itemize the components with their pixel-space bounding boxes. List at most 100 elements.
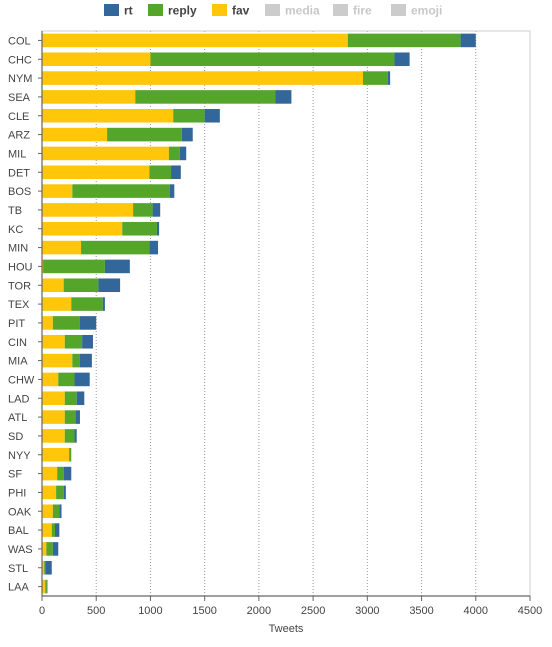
- bar-SD-fav[interactable]: [42, 429, 65, 443]
- bar-NYY-fav[interactable]: [42, 447, 70, 462]
- bar-OAK-reply[interactable]: [52, 504, 60, 519]
- bar-MIN-reply[interactable]: [81, 240, 150, 255]
- bar-MIL-reply[interactable]: [168, 146, 180, 161]
- bar-CHW-rt[interactable]: [74, 372, 90, 387]
- bar-NYM-rt[interactable]: [387, 71, 391, 85]
- bar-group-HOU: [42, 259, 130, 274]
- bar-CHC-rt[interactable]: [394, 52, 410, 67]
- bar-MIL-rt[interactable]: [179, 146, 187, 161]
- bar-CHC-reply[interactable]: [150, 52, 395, 67]
- bar-SD-rt[interactable]: [74, 429, 77, 443]
- bar-OAK-fav[interactable]: [42, 504, 53, 519]
- bar-CHW-reply[interactable]: [58, 372, 75, 387]
- bar-ATL-rt[interactable]: [75, 410, 80, 424]
- bar-WAS-rt[interactable]: [52, 542, 59, 556]
- bar-DET-rt[interactable]: [171, 165, 181, 180]
- bar-BOS-fav[interactable]: [42, 184, 73, 198]
- bar-CIN-rt[interactable]: [82, 334, 93, 349]
- bar-ARZ-rt[interactable]: [181, 127, 193, 142]
- bar-ARZ-reply[interactable]: [107, 127, 182, 142]
- bar-CIN-fav[interactable]: [42, 334, 65, 349]
- bar-BAL-rt[interactable]: [55, 523, 60, 537]
- legend-item-rt[interactable]: rt: [104, 4, 133, 18]
- bar-LAD-fav[interactable]: [42, 391, 65, 406]
- bar-MIA-reply[interactable]: [72, 353, 80, 368]
- bar-TB-reply[interactable]: [133, 203, 153, 217]
- x-tick-label: 4500: [518, 605, 542, 617]
- bar-TB-rt[interactable]: [152, 203, 161, 217]
- bar-SD-reply[interactable]: [64, 429, 75, 443]
- bar-TEX-fav[interactable]: [42, 297, 72, 311]
- bar-TOR-rt[interactable]: [98, 278, 121, 293]
- bar-PHI-rt[interactable]: [63, 485, 66, 500]
- bar-PHI-reply[interactable]: [56, 485, 64, 500]
- bar-MIA-rt[interactable]: [79, 353, 92, 368]
- bar-ARZ-fav[interactable]: [42, 127, 108, 142]
- bar-COL-fav[interactable]: [42, 33, 348, 48]
- bar-PIT-fav[interactable]: [42, 316, 53, 330]
- bar-SEA-reply[interactable]: [135, 90, 276, 104]
- bar-CLE-fav[interactable]: [42, 108, 174, 123]
- bar-TB-fav[interactable]: [42, 203, 134, 217]
- bar-STL-rt[interactable]: [45, 560, 52, 575]
- bar-SF-fav[interactable]: [42, 466, 58, 481]
- bar-HOU-rt[interactable]: [104, 259, 130, 274]
- bar-MIL-fav[interactable]: [42, 146, 169, 161]
- bar-LAD-reply[interactable]: [64, 391, 77, 406]
- bar-KC-fav[interactable]: [42, 221, 123, 236]
- bar-TOR-fav[interactable]: [42, 278, 64, 293]
- bar-CIN-reply[interactable]: [64, 334, 83, 349]
- legend-item-fire[interactable]: fire: [333, 4, 372, 18]
- bar-SEA-rt[interactable]: [275, 90, 292, 104]
- bar-ATL-fav[interactable]: [42, 410, 65, 424]
- bar-PIT-reply[interactable]: [52, 316, 80, 330]
- bar-BAL-fav[interactable]: [42, 523, 52, 537]
- bar-WAS-reply[interactable]: [46, 542, 53, 556]
- bar-SF-rt[interactable]: [63, 466, 72, 481]
- bar-OAK-rt[interactable]: [59, 504, 62, 519]
- bar-ATL-reply[interactable]: [64, 410, 76, 424]
- category-label-ARZ: ARZ: [8, 130, 30, 142]
- bar-TEX-rt[interactable]: [102, 297, 105, 311]
- bar-NYM-fav[interactable]: [42, 71, 363, 85]
- bar-SEA-fav[interactable]: [42, 90, 136, 104]
- bar-KC-reply[interactable]: [122, 221, 157, 236]
- bar-DET-fav[interactable]: [42, 165, 150, 180]
- legend-item-reply[interactable]: reply: [148, 4, 197, 18]
- bar-NYY-reply[interactable]: [69, 447, 72, 462]
- bar-MIA-fav[interactable]: [42, 353, 73, 368]
- bar-COL-rt[interactable]: [460, 33, 476, 48]
- bar-CHC-fav[interactable]: [42, 52, 151, 67]
- bar-BAL-reply[interactable]: [51, 523, 56, 537]
- legend-item-fav[interactable]: fav: [212, 4, 250, 18]
- bar-HOU-reply[interactable]: [43, 259, 105, 274]
- bar-TEX-reply[interactable]: [71, 297, 103, 311]
- bar-CLE-rt[interactable]: [204, 108, 220, 123]
- bar-LAA-rt[interactable]: [46, 579, 48, 594]
- legend-item-emoji[interactable]: emoji: [391, 4, 442, 18]
- bar-LAA-fav[interactable]: [42, 579, 46, 594]
- bar-CHW-fav[interactable]: [42, 372, 59, 387]
- bar-STL-fav[interactable]: [42, 560, 45, 575]
- bar-SF-reply[interactable]: [57, 466, 64, 481]
- bar-PHI-fav[interactable]: [42, 485, 57, 500]
- bar-LAD-rt[interactable]: [76, 391, 85, 406]
- category-label-KC: KC: [8, 224, 23, 236]
- bar-STL-reply[interactable]: [44, 560, 46, 575]
- bar-TOR-reply[interactable]: [63, 278, 99, 293]
- bar-CLE-reply[interactable]: [173, 108, 205, 123]
- bar-MIN-rt[interactable]: [149, 240, 159, 255]
- bar-BOS-rt[interactable]: [169, 184, 175, 198]
- bar-NYM-reply[interactable]: [362, 71, 388, 85]
- bar-WAS-fav[interactable]: [42, 542, 47, 556]
- bar-KC-rt[interactable]: [156, 221, 160, 236]
- bar-group-LAD: [42, 391, 85, 406]
- bar-COL-reply[interactable]: [347, 33, 461, 48]
- bar-LAA-reply[interactable]: [45, 579, 47, 594]
- bar-group-LAA: [42, 579, 48, 594]
- bar-MIN-fav[interactable]: [42, 240, 82, 255]
- bar-DET-reply[interactable]: [149, 165, 172, 180]
- bar-BOS-reply[interactable]: [72, 184, 170, 198]
- bar-PIT-rt[interactable]: [79, 316, 97, 330]
- legend-item-media[interactable]: media: [265, 4, 320, 18]
